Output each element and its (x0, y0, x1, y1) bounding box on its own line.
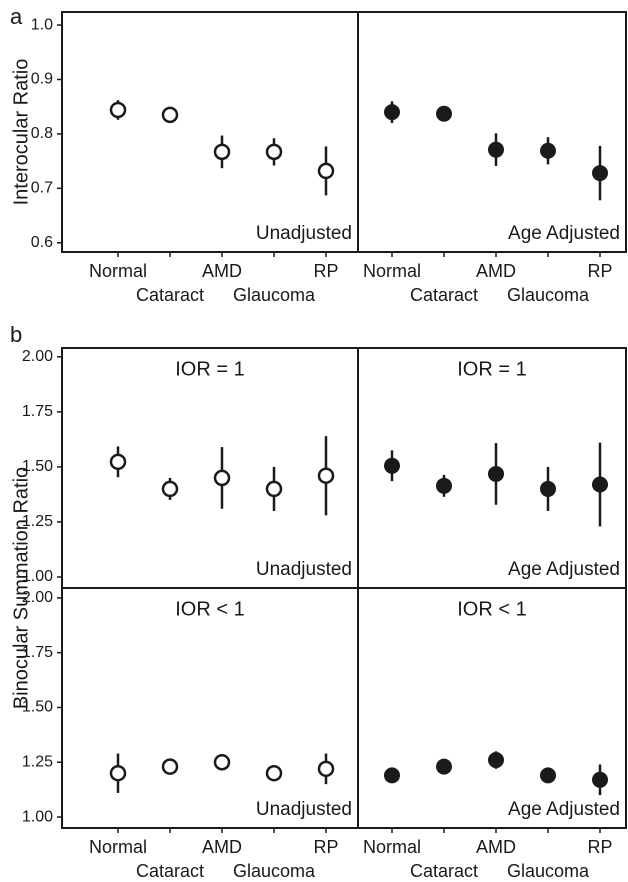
y-tick-label: 1.50 (22, 699, 53, 716)
annotation: Age Adjusted (508, 223, 620, 244)
x-tick-label: Cataract (136, 861, 204, 881)
y-tick-label: 0.7 (31, 180, 53, 197)
y-tick-label: 0.8 (31, 125, 53, 142)
marker (592, 476, 608, 493)
plot-frame (357, 11, 627, 253)
annotation: Unadjusted (256, 559, 352, 580)
marker (213, 753, 231, 771)
marker (436, 758, 452, 775)
marker (109, 101, 127, 119)
marker (213, 143, 231, 161)
x-tick-label: Normal (363, 261, 421, 281)
panel-title: IOR = 1 (457, 358, 526, 380)
x-tick-label: Glaucoma (233, 861, 316, 881)
y-tick-label: 1.00 (22, 808, 53, 825)
panel-title: IOR < 1 (457, 598, 526, 620)
x-tick-label: Normal (89, 837, 147, 857)
marker (265, 143, 283, 161)
annotation: Age Adjusted (508, 559, 620, 580)
x-tick-label: AMD (202, 261, 242, 281)
x-tick-label: AMD (476, 261, 516, 281)
marker (384, 104, 400, 121)
x-tick-label: RP (313, 261, 338, 281)
marker (592, 165, 608, 182)
x-tick-label: RP (313, 837, 338, 857)
panel-label: b (10, 322, 22, 347)
marker (488, 752, 504, 769)
marker (436, 477, 452, 494)
marker (213, 469, 231, 487)
marker (161, 758, 179, 775)
marker (109, 453, 127, 471)
marker (540, 480, 556, 497)
panel-label: a (10, 4, 23, 29)
y-tick-label: 1.75 (22, 644, 53, 661)
marker (317, 467, 335, 484)
marker (592, 771, 608, 788)
y-tick-label: 2.00 (22, 348, 53, 365)
marker (161, 106, 179, 124)
marker (488, 141, 504, 158)
y-tick-label: 0.6 (31, 234, 53, 251)
x-tick-label: Normal (89, 261, 147, 281)
annotation: Age Adjusted (508, 799, 620, 820)
x-tick-label: Cataract (136, 285, 204, 305)
y-axis-title: Interocular Ratio (10, 59, 32, 206)
marker (317, 162, 335, 180)
marker (265, 480, 283, 498)
marker (161, 480, 179, 498)
x-tick-label: RP (587, 261, 612, 281)
x-tick-label: Glaucoma (507, 861, 590, 881)
marker (540, 767, 556, 784)
panel-title: IOR = 1 (175, 358, 244, 380)
x-tick-label: Glaucoma (507, 285, 590, 305)
x-tick-label: Glaucoma (233, 285, 316, 305)
marker (317, 760, 335, 778)
plot-frame (357, 587, 627, 829)
x-tick-label: AMD (202, 837, 242, 857)
x-tick-label: Cataract (410, 285, 478, 305)
marker (436, 105, 452, 122)
y-tick-label: 1.25 (22, 753, 53, 770)
y-tick-label: 2.00 (22, 589, 53, 606)
annotation: Unadjusted (256, 799, 352, 820)
plot-frame (61, 587, 359, 829)
y-tick-label: 1.25 (22, 513, 53, 530)
marker (384, 767, 400, 784)
y-tick-label: 1.00 (22, 568, 53, 585)
y-axis-title: Binocular Summation Ratio (10, 467, 32, 709)
plot-frame (61, 11, 359, 253)
y-tick-label: 1.75 (22, 403, 53, 420)
marker (384, 457, 400, 474)
x-tick-label: Cataract (410, 861, 478, 881)
annotation: Unadjusted (256, 223, 352, 244)
x-tick-label: RP (587, 837, 612, 857)
y-tick-label: 1.50 (22, 458, 53, 475)
x-tick-label: Normal (363, 837, 421, 857)
marker (265, 764, 283, 782)
y-tick-label: 1.0 (31, 16, 53, 33)
marker (488, 465, 504, 482)
marker (540, 142, 556, 159)
x-tick-label: AMD (476, 837, 516, 857)
panel-title: IOR < 1 (175, 598, 244, 620)
plot-frame (61, 347, 359, 589)
marker (109, 764, 127, 782)
y-tick-label: 0.9 (31, 71, 53, 88)
